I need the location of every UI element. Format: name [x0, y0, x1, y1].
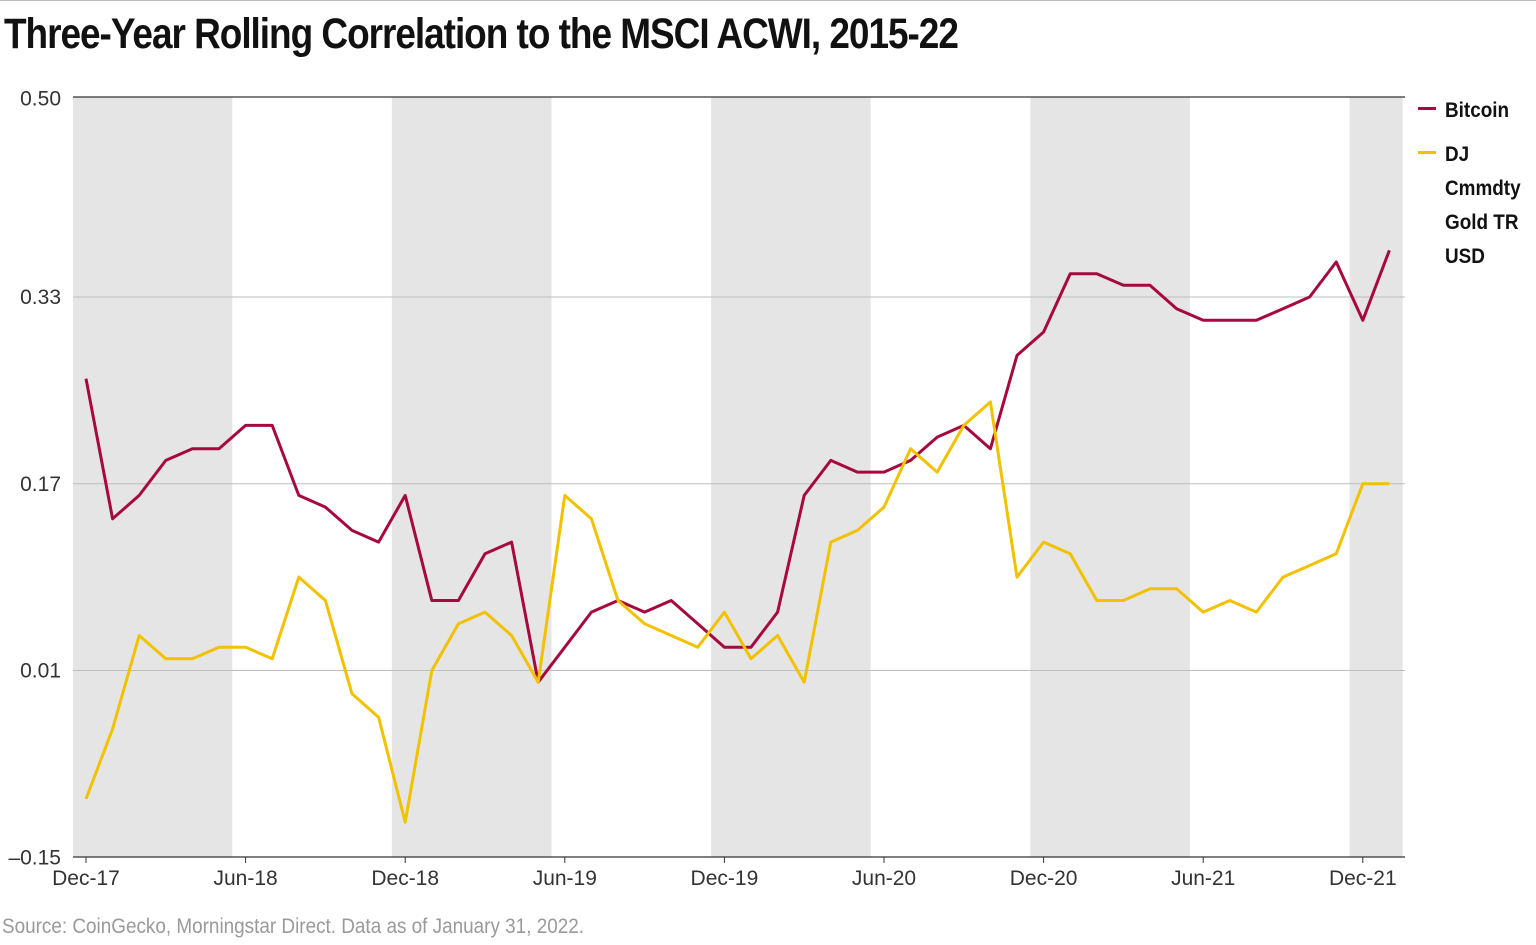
x-tick-label-8: Dec-21 — [1329, 867, 1397, 890]
y-tick-label-4: –0.15 — [8, 846, 61, 869]
y-tick-label-2: 0.17 — [20, 473, 61, 496]
chart-title: Three-Year Rolling Correlation to the MS… — [4, 10, 959, 58]
y-tick-label-1: 0.33 — [20, 286, 61, 309]
series-line-1 — [84, 400, 1390, 824]
x-tick-label-0: Dec-17 — [52, 867, 120, 890]
x-tick-label-1: Jun-18 — [213, 867, 277, 890]
legend-item-bitcoin: Bitcoin — [1418, 94, 1536, 128]
legend-swatch-bitcoin — [1418, 107, 1436, 110]
shaded-band-1 — [391, 97, 552, 857]
x-tick-label-3: Jun-19 — [533, 867, 597, 890]
x-tick-label-6: Dec-20 — [1010, 867, 1078, 890]
legend-label-bitcoin: Bitcoin — [1445, 99, 1510, 122]
legend-swatch-gold — [1418, 151, 1436, 154]
series-line-0 — [84, 249, 1391, 684]
legend: Bitcoin DJ Cmmdty Gold TR USD — [1418, 94, 1536, 284]
source-note: Source: CoinGecko, Morningstar Direct. D… — [2, 915, 584, 938]
legend-item-gold: DJ Cmmdty Gold TR USD — [1418, 138, 1536, 274]
x-tick-label-5: Jun-20 — [852, 867, 916, 890]
x-tick-label-7: Jun-21 — [1171, 867, 1235, 890]
shaded-band-4 — [1349, 97, 1403, 857]
legend-label-gold: DJ Cmmdty Gold TR USD — [1445, 143, 1521, 268]
top-rule — [0, 0, 1536, 1]
y-tick-label-3: 0.01 — [20, 660, 61, 683]
x-tick-label-4: Dec-19 — [691, 867, 759, 890]
shaded-band-3 — [1030, 97, 1190, 857]
x-tick-label-2: Dec-18 — [371, 867, 439, 890]
shaded-band-2 — [711, 97, 871, 857]
y-tick-label-0: 0.50 — [20, 88, 61, 111]
